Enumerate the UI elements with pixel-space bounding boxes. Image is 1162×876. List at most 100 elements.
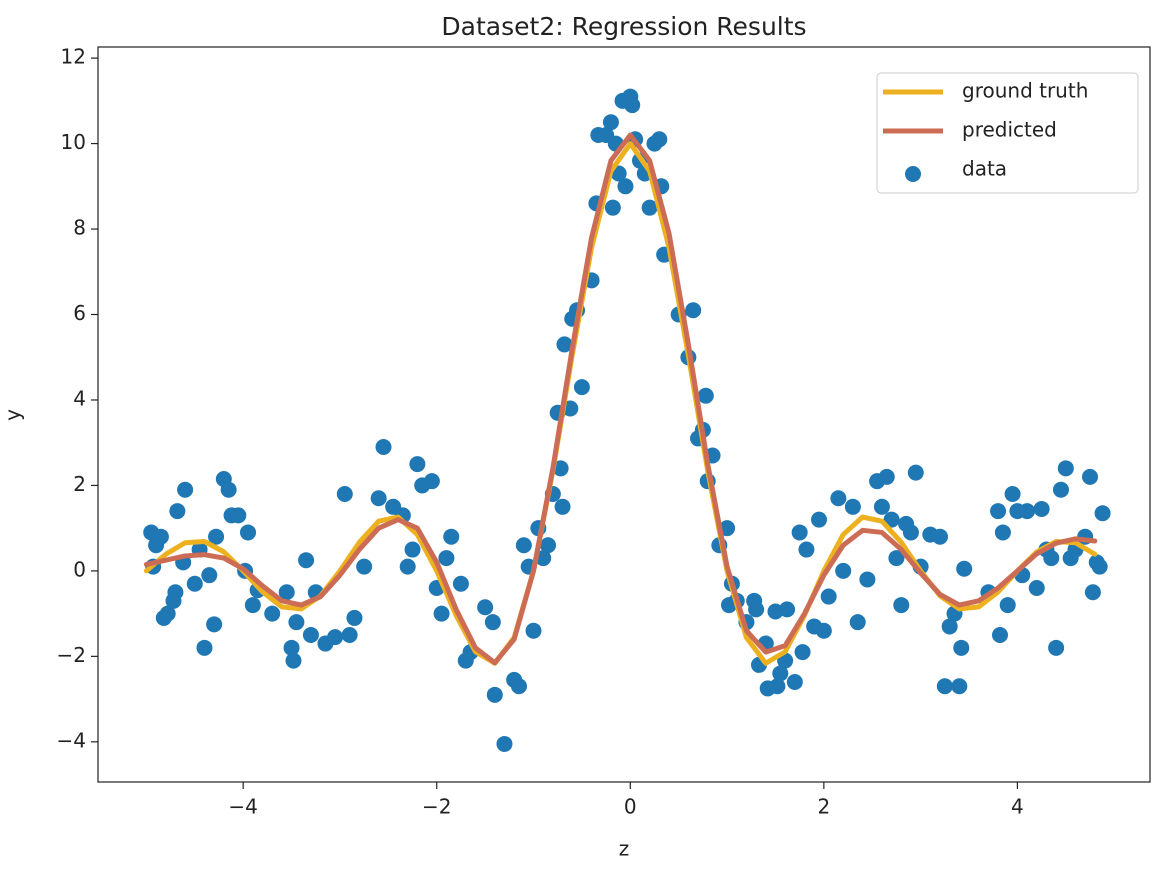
data-point: [240, 524, 257, 541]
data-point: [556, 336, 573, 353]
data-point: [208, 528, 225, 545]
data-point: [772, 665, 789, 682]
data-point: [1094, 505, 1111, 522]
data-point: [941, 618, 958, 635]
data-point: [438, 550, 455, 567]
data-point: [815, 622, 832, 639]
data-point: [404, 541, 421, 558]
data-point: [604, 199, 621, 216]
data-point: [794, 644, 811, 661]
data-point: [525, 622, 542, 639]
data-point: [617, 178, 634, 195]
data-point: [990, 503, 1007, 520]
data-point: [931, 528, 948, 545]
data-point: [1057, 460, 1074, 477]
data-point: [230, 507, 247, 524]
data-point: [220, 481, 237, 498]
data-point: [515, 537, 532, 554]
y-tick-label: 8: [73, 216, 86, 240]
line-series: [143, 132, 1098, 666]
data-point: [186, 575, 203, 592]
data-point: [888, 550, 905, 567]
data-point: [624, 97, 641, 114]
data-point: [1048, 639, 1065, 656]
data-point: [1028, 579, 1045, 596]
y-tick-label: 0: [73, 557, 86, 581]
data-point: [554, 498, 571, 515]
data-point: [433, 605, 450, 622]
x-tick-label: 0: [624, 795, 637, 819]
data-point: [991, 627, 1008, 643]
data-point: [443, 528, 460, 545]
data-point: [902, 524, 919, 541]
data-point: [748, 601, 765, 618]
data-point: [346, 609, 363, 626]
data-point: [336, 485, 353, 502]
axes-frame: [97, 46, 1151, 783]
x-axis-label: z: [619, 837, 630, 861]
data-point: [641, 199, 658, 216]
data-point: [779, 601, 796, 618]
data-point: [341, 627, 358, 643]
data-point: [510, 678, 527, 695]
y-tick-label: −4: [57, 728, 86, 752]
data-point: [302, 627, 319, 643]
data-point: [169, 503, 186, 520]
data-point: [206, 616, 223, 633]
data-point: [835, 562, 852, 579]
data-point: [264, 605, 281, 622]
data-point: [177, 481, 194, 498]
data-point: [999, 597, 1016, 614]
data-point: [651, 131, 668, 148]
data-point: [830, 490, 847, 507]
data-point: [152, 528, 169, 545]
data-point: [159, 605, 176, 622]
data-point: [849, 614, 866, 631]
data-point: [370, 490, 387, 507]
legend-box: [876, 72, 1139, 194]
data-point: [552, 460, 569, 477]
data-point: [452, 575, 469, 592]
data-point: [956, 560, 973, 577]
data-point: [883, 511, 900, 528]
data-point: [285, 652, 302, 669]
data-point: [486, 686, 503, 703]
data-point: [811, 511, 828, 528]
data-point: [1043, 550, 1060, 567]
data-point: [196, 639, 213, 656]
data-point: [1033, 500, 1050, 517]
data-point: [953, 639, 970, 656]
data-point: [936, 678, 953, 695]
data-point: [1081, 468, 1098, 485]
data-point: [484, 614, 501, 631]
data-point: [288, 614, 305, 631]
data-point: [907, 464, 924, 481]
data-point: [951, 678, 968, 695]
data-point: [1091, 558, 1108, 575]
data-point: [496, 735, 513, 752]
data-point: [1004, 485, 1021, 502]
data-point: [278, 584, 295, 601]
data-point: [423, 473, 440, 490]
data-point: [540, 537, 557, 554]
y-tick-label: 4: [73, 386, 86, 410]
data-point: [244, 597, 261, 614]
x-tick-label: 4: [1011, 795, 1024, 819]
data-point: [356, 558, 373, 575]
data-point: [893, 597, 910, 614]
data-point: [602, 114, 619, 131]
y-tick-label: 6: [73, 301, 86, 325]
y-tick-label: 2: [73, 472, 86, 496]
data-point: [1019, 503, 1036, 520]
data-point: [1084, 584, 1101, 601]
data-point: [820, 588, 837, 605]
data-point: [327, 629, 344, 646]
data-point: [283, 639, 300, 656]
data-point: [477, 599, 494, 616]
data-point: [859, 571, 876, 588]
data-point: [201, 567, 218, 584]
data-point: [167, 584, 184, 601]
data-point: [769, 678, 786, 695]
chart-title: Dataset2: Regression Results: [441, 12, 806, 41]
